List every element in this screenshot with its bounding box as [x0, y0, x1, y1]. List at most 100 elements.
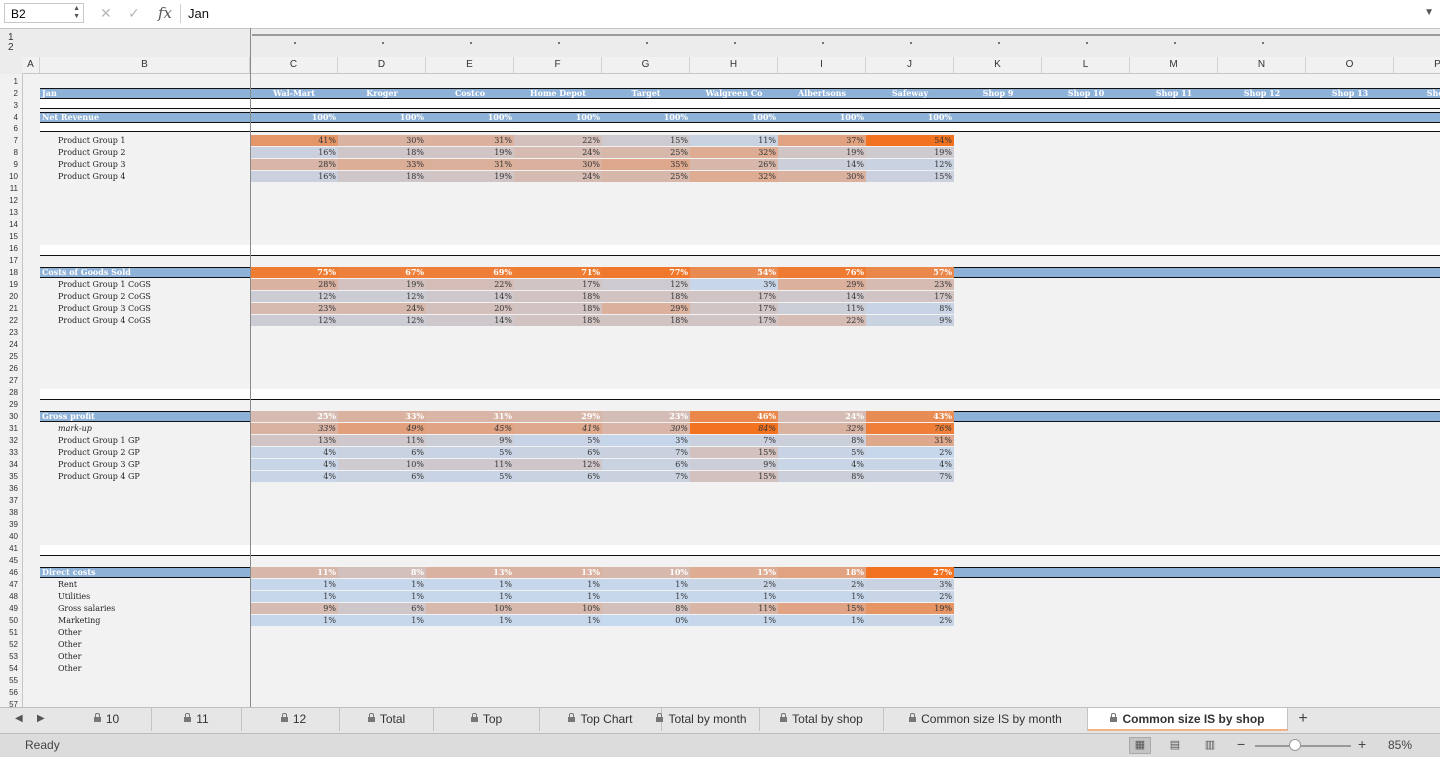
add-sheet-button[interactable]: + — [1298, 710, 1308, 727]
value-cell[interactable]: 19% — [426, 171, 514, 182]
line-item-label[interactable]: Product Group 2 CoGS — [58, 292, 151, 301]
row-header[interactable]: 31 — [9, 424, 18, 433]
value-cell[interactable]: 54% — [866, 135, 954, 146]
value-cell[interactable]: 13% — [514, 567, 602, 578]
next-sheet-icon[interactable]: ▶ — [37, 713, 45, 724]
value-cell[interactable]: 23% — [250, 303, 338, 314]
value-cell[interactable]: 7% — [866, 471, 954, 482]
line-item-label[interactable]: Product Group 1 GP — [58, 436, 140, 445]
value-cell[interactable]: 37% — [778, 135, 866, 146]
value-cell[interactable]: 15% — [778, 603, 866, 614]
formula-input[interactable]: Jan — [188, 6, 209, 21]
row-header[interactable]: 49 — [9, 604, 18, 613]
value-cell[interactable]: 18% — [602, 291, 690, 302]
value-cell[interactable]: 32% — [690, 147, 778, 158]
row-header[interactable]: 34 — [9, 460, 18, 469]
row-header[interactable]: 18 — [9, 268, 18, 277]
value-cell[interactable]: 14% — [426, 315, 514, 326]
row-header[interactable]: 2 — [13, 89, 18, 98]
line-item-label[interactable]: Other — [58, 664, 82, 673]
row-header[interactable]: 36 — [9, 484, 18, 493]
value-cell[interactable]: 24% — [778, 411, 866, 422]
value-cell[interactable]: 11% — [690, 603, 778, 614]
month-label[interactable]: Jan — [42, 88, 57, 98]
row-header[interactable]: 38 — [9, 508, 18, 517]
row-header[interactable]: 54 — [9, 664, 18, 673]
line-item-label[interactable]: Product Group 3 CoGS — [58, 304, 151, 313]
line-item-label[interactable]: Gross salaries — [58, 604, 116, 613]
row-header[interactable]: 51 — [9, 628, 18, 637]
value-cell[interactable]: 17% — [690, 303, 778, 314]
outline-collapse-dot[interactable] — [382, 42, 384, 44]
value-cell[interactable]: 76% — [866, 423, 954, 434]
value-cell[interactable]: 15% — [690, 447, 778, 458]
value-cell[interactable]: 19% — [866, 603, 954, 614]
value-cell[interactable]: 10% — [338, 459, 426, 470]
value-cell[interactable]: 8% — [778, 471, 866, 482]
value-cell[interactable]: 31% — [426, 159, 514, 170]
value-cell[interactable]: 14% — [778, 159, 866, 170]
column-header-k[interactable]: K — [954, 57, 1042, 73]
row-header[interactable]: 12 — [9, 196, 18, 205]
value-cell[interactable]: 15% — [690, 567, 778, 578]
line-item-label[interactable]: Product Group 4 — [58, 172, 126, 181]
value-cell[interactable]: 6% — [602, 459, 690, 470]
value-cell[interactable]: 7% — [602, 447, 690, 458]
zoom-slider-thumb[interactable] — [1289, 739, 1302, 751]
markup-label[interactable]: mark-up — [58, 424, 92, 433]
line-item-label[interactable]: Marketing — [58, 616, 101, 625]
line-item-label[interactable]: Utilities — [58, 592, 91, 601]
value-cell[interactable]: 22% — [778, 315, 866, 326]
sheet-tab[interactable]: Top — [434, 708, 540, 731]
line-item-label[interactable]: Product Group 4 GP — [58, 472, 140, 481]
value-cell[interactable]: 18% — [338, 171, 426, 182]
row-header[interactable]: 25 — [9, 352, 18, 361]
value-cell[interactable]: 69% — [426, 267, 514, 278]
shop-header[interactable]: Shop 10 — [1067, 88, 1105, 98]
shop-header[interactable]: Walgreen Co — [705, 88, 763, 98]
value-cell[interactable]: 17% — [866, 291, 954, 302]
column-header-p[interactable]: P — [1394, 57, 1440, 73]
value-cell[interactable]: 22% — [426, 279, 514, 290]
value-cell[interactable]: 77% — [602, 267, 690, 278]
value-cell[interactable]: 84% — [690, 423, 778, 434]
value-cell[interactable]: 45% — [426, 423, 514, 434]
value-cell[interactable]: 1% — [690, 591, 778, 602]
value-cell[interactable]: 11% — [250, 567, 338, 578]
row-header[interactable]: 37 — [9, 496, 18, 505]
value-cell[interactable]: 9% — [690, 459, 778, 470]
sheet-tab[interactable]: 10 — [62, 708, 152, 731]
value-cell[interactable]: 1% — [426, 591, 514, 602]
row-header[interactable]: 32 — [9, 436, 18, 445]
column-header-f[interactable]: F — [514, 57, 602, 73]
value-cell[interactable]: 10% — [602, 567, 690, 578]
value-cell[interactable]: 1% — [778, 591, 866, 602]
value-cell[interactable]: 100% — [575, 112, 600, 122]
value-cell[interactable]: 12% — [602, 279, 690, 290]
direct-costs-label[interactable]: Direct costs — [42, 567, 96, 577]
line-item-label[interactable]: Other — [58, 628, 82, 637]
row-header[interactable]: 7 — [13, 136, 18, 145]
shop-header[interactable]: Shop 12 — [1243, 88, 1281, 98]
value-cell[interactable]: 12% — [250, 291, 338, 302]
page-layout-view-icon[interactable]: ▤ — [1169, 739, 1181, 751]
value-cell[interactable]: 4% — [250, 471, 338, 482]
row-header[interactable]: 35 — [9, 472, 18, 481]
value-cell[interactable]: 9% — [866, 315, 954, 326]
outline-level-1[interactable]: 1 — [8, 32, 14, 43]
outline-group-bar[interactable] — [252, 34, 1440, 36]
value-cell[interactable]: 18% — [514, 291, 602, 302]
row-header[interactable]: 45 — [9, 556, 18, 565]
insert-function-icon[interactable]: fx — [158, 4, 173, 22]
row-header[interactable]: 1 — [13, 77, 18, 86]
value-cell[interactable]: 18% — [514, 303, 602, 314]
line-item-label[interactable]: Product Group 4 CoGS — [58, 316, 151, 325]
value-cell[interactable]: 5% — [778, 447, 866, 458]
value-cell[interactable]: 2% — [866, 591, 954, 602]
row-header[interactable]: 48 — [9, 592, 18, 601]
value-cell[interactable]: 11% — [426, 459, 514, 470]
row-header[interactable]: 11 — [9, 184, 18, 193]
expand-formula-bar-icon[interactable]: ▼ — [1424, 7, 1434, 18]
outline-collapse-dot[interactable] — [1174, 42, 1176, 44]
column-header-g[interactable]: G — [602, 57, 690, 73]
